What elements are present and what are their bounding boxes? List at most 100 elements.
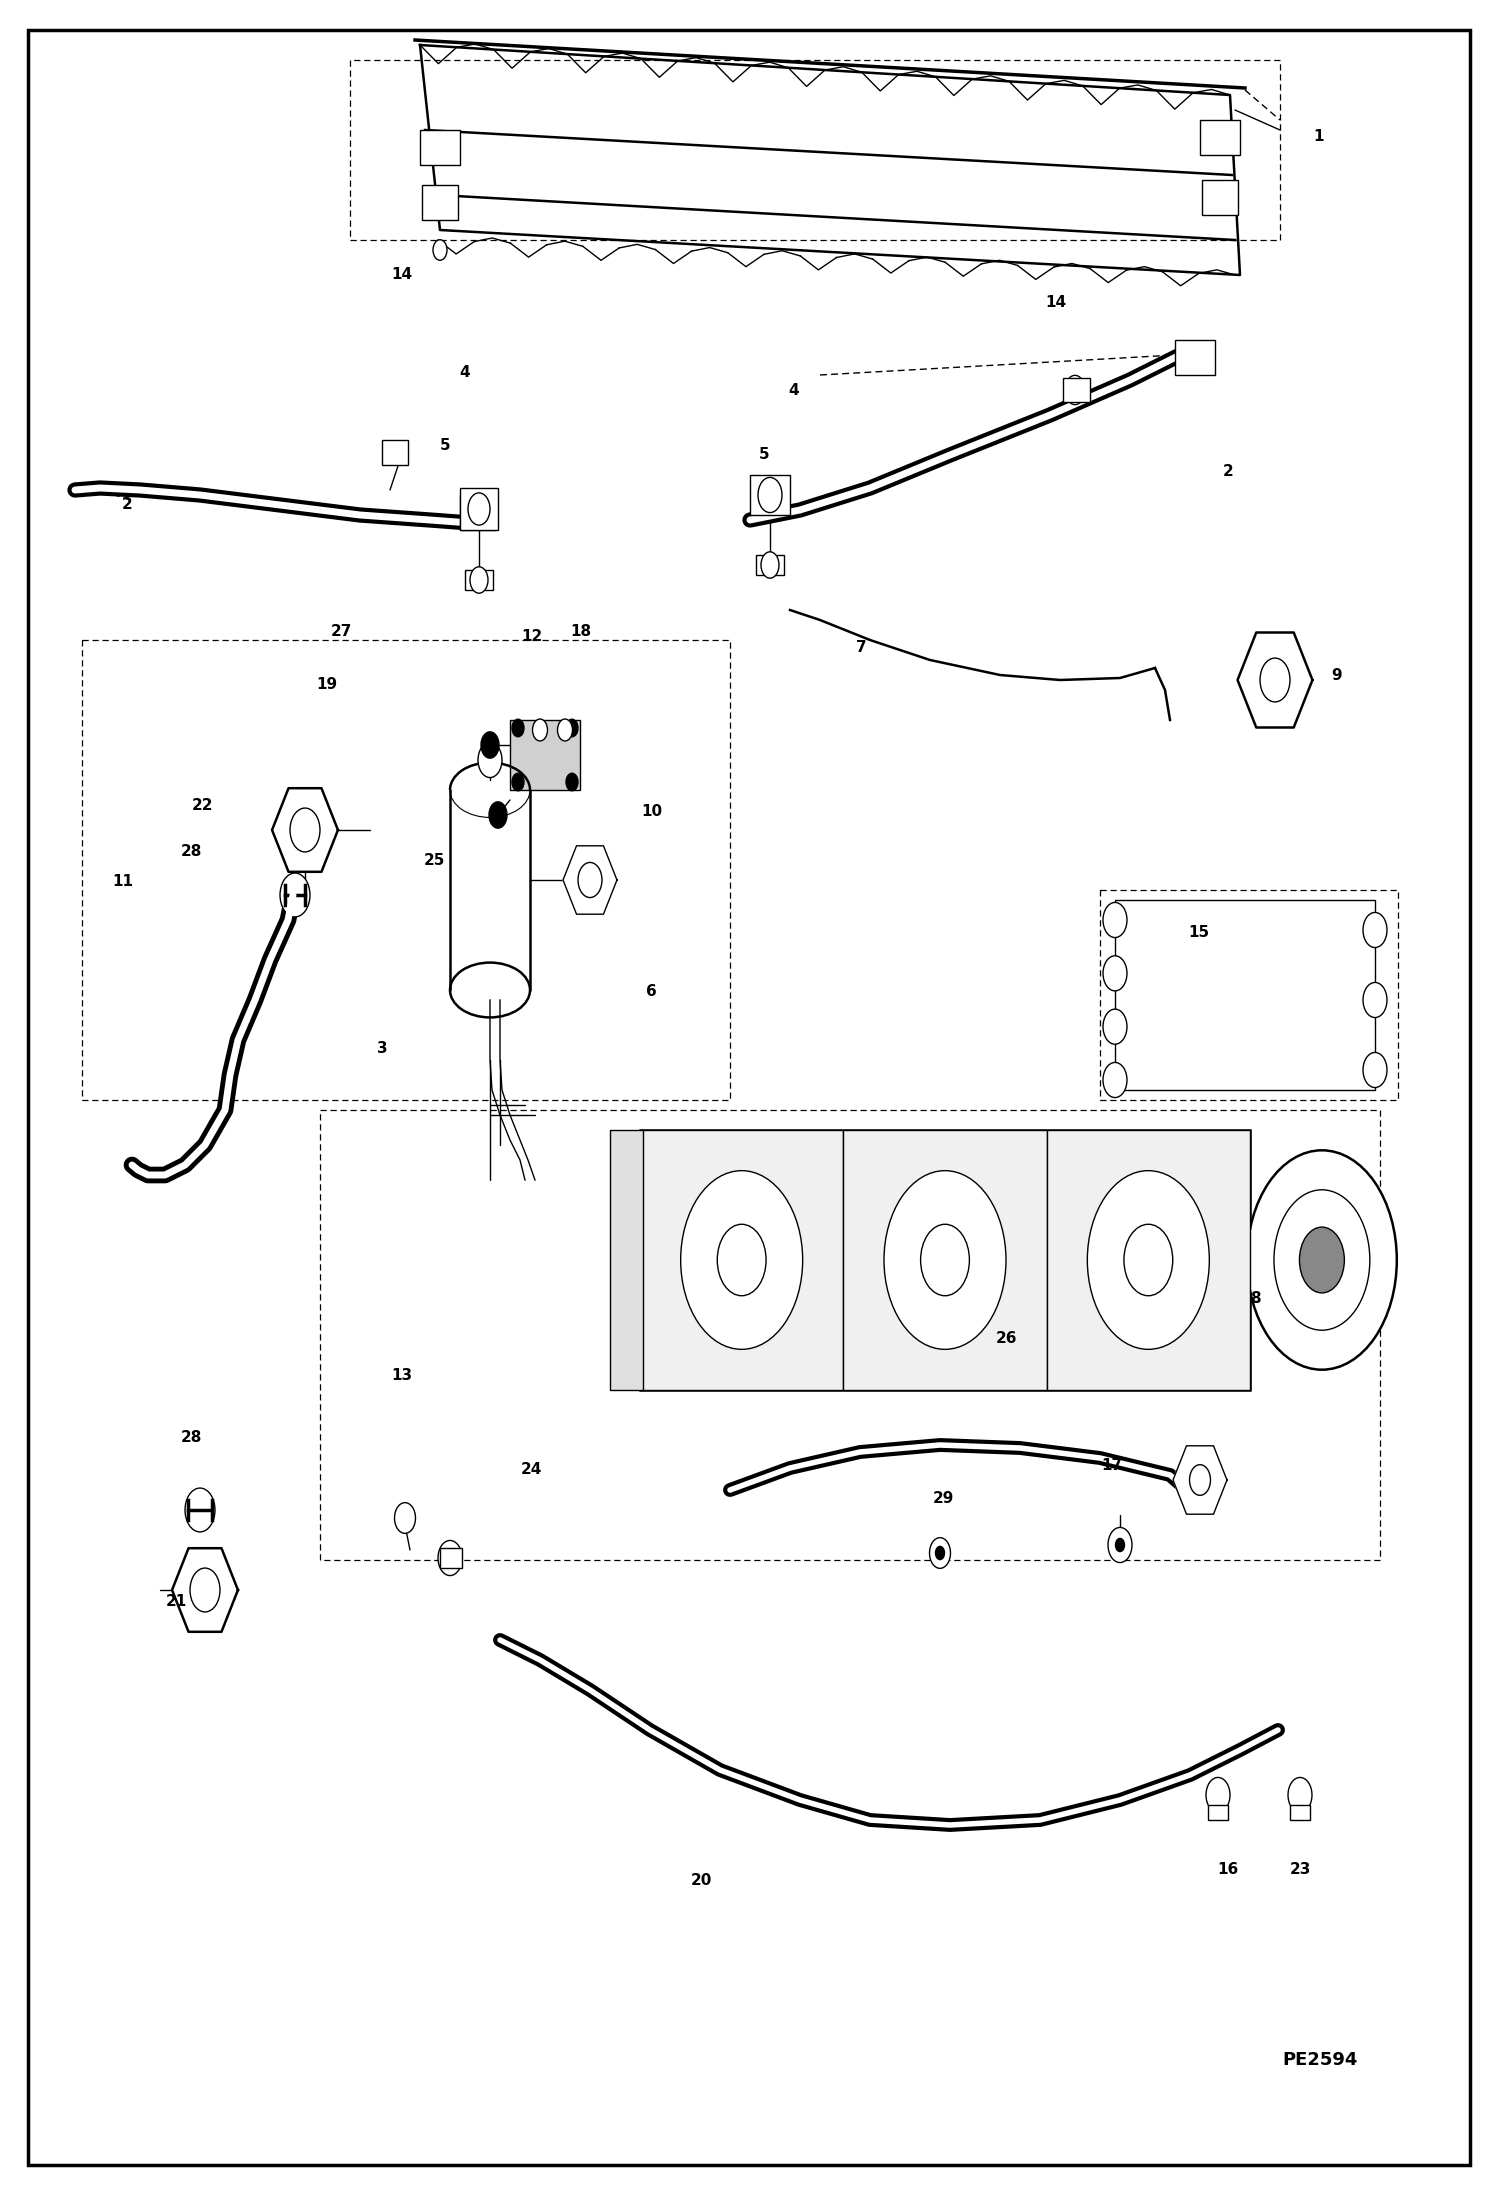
Bar (460, 496, 494, 531)
Circle shape (1273, 1189, 1369, 1330)
Circle shape (1288, 1777, 1312, 1812)
Text: 25: 25 (424, 853, 445, 867)
Bar (640, 1130, 843, 1391)
Text: 26: 26 (996, 1332, 1017, 1345)
Circle shape (557, 720, 572, 742)
Text: 6: 6 (646, 985, 658, 998)
Circle shape (488, 801, 506, 827)
Polygon shape (1237, 632, 1312, 728)
Bar (843, 1130, 1047, 1391)
Circle shape (437, 1540, 461, 1575)
Circle shape (186, 1488, 216, 1531)
Circle shape (394, 1503, 415, 1534)
Text: 21: 21 (166, 1595, 187, 1608)
Text: 1: 1 (1312, 129, 1324, 143)
Circle shape (1103, 902, 1126, 937)
Polygon shape (273, 788, 339, 871)
Bar (1201, 180, 1237, 215)
Circle shape (936, 1547, 945, 1560)
Text: 7: 7 (855, 641, 867, 654)
Circle shape (1260, 658, 1290, 702)
Circle shape (280, 873, 310, 917)
Bar (640, 1130, 1249, 1391)
Circle shape (481, 733, 499, 759)
Circle shape (512, 720, 524, 737)
Text: 14: 14 (391, 268, 412, 281)
Bar (464, 570, 493, 590)
Circle shape (1116, 1538, 1125, 1551)
Circle shape (578, 862, 602, 897)
Circle shape (680, 1172, 803, 1349)
Circle shape (761, 553, 779, 579)
Circle shape (470, 502, 484, 522)
Text: 5: 5 (439, 439, 451, 452)
Circle shape (532, 720, 547, 742)
Circle shape (512, 772, 524, 790)
Text: 3: 3 (376, 1042, 388, 1055)
Circle shape (1363, 983, 1387, 1018)
Circle shape (1103, 1009, 1126, 1044)
Circle shape (930, 1538, 951, 1569)
Bar (756, 555, 783, 575)
Text: 4: 4 (458, 366, 470, 380)
Polygon shape (563, 847, 617, 915)
Text: 27: 27 (331, 625, 352, 638)
Bar (750, 474, 789, 516)
Circle shape (1246, 1150, 1396, 1369)
Polygon shape (1173, 1446, 1227, 1514)
Bar (1200, 121, 1240, 156)
Text: 19: 19 (316, 678, 337, 691)
Circle shape (291, 807, 321, 851)
Text: 8: 8 (1249, 1292, 1261, 1305)
Circle shape (566, 720, 578, 737)
Circle shape (478, 742, 502, 777)
Text: 14: 14 (1046, 296, 1067, 309)
Bar (1174, 340, 1215, 375)
Circle shape (1103, 957, 1126, 992)
Text: 12: 12 (521, 630, 542, 643)
Circle shape (1206, 1777, 1230, 1812)
Bar (419, 129, 460, 165)
Circle shape (433, 239, 446, 261)
Circle shape (190, 1569, 220, 1613)
Polygon shape (172, 1549, 238, 1632)
Text: 15: 15 (1188, 926, 1209, 939)
Text: 5: 5 (758, 448, 770, 461)
Text: 10: 10 (641, 805, 662, 818)
Circle shape (1363, 913, 1387, 948)
Text: 22: 22 (192, 799, 213, 812)
Circle shape (1103, 1062, 1126, 1097)
Text: 17: 17 (1101, 1459, 1122, 1472)
Circle shape (718, 1224, 765, 1297)
Circle shape (1109, 1527, 1132, 1562)
Bar (1064, 377, 1091, 402)
Bar (509, 720, 580, 790)
Text: 11: 11 (112, 875, 133, 889)
Bar (382, 441, 407, 465)
Circle shape (1065, 375, 1085, 404)
Text: 2: 2 (121, 498, 133, 511)
Text: 28: 28 (181, 845, 202, 858)
Text: 29: 29 (933, 1492, 954, 1505)
Circle shape (1299, 1226, 1344, 1292)
Text: 24: 24 (521, 1463, 542, 1477)
Bar (440, 1549, 461, 1569)
Bar (1290, 1806, 1309, 1821)
Circle shape (470, 566, 488, 592)
Text: 16: 16 (1218, 1863, 1239, 1876)
Text: 4: 4 (788, 384, 800, 397)
Circle shape (1363, 1053, 1387, 1088)
Text: 18: 18 (571, 625, 592, 638)
Circle shape (884, 1172, 1007, 1349)
Circle shape (467, 494, 490, 524)
Polygon shape (419, 46, 1240, 274)
Text: 20: 20 (691, 1874, 712, 1887)
Text: 23: 23 (1290, 1863, 1311, 1876)
Circle shape (1124, 1224, 1173, 1297)
Text: 28: 28 (181, 1430, 202, 1444)
Bar (422, 184, 458, 219)
Circle shape (1189, 1466, 1210, 1496)
Bar (1047, 1130, 1249, 1391)
Bar (1207, 1806, 1228, 1821)
Text: 9: 9 (1330, 669, 1342, 682)
